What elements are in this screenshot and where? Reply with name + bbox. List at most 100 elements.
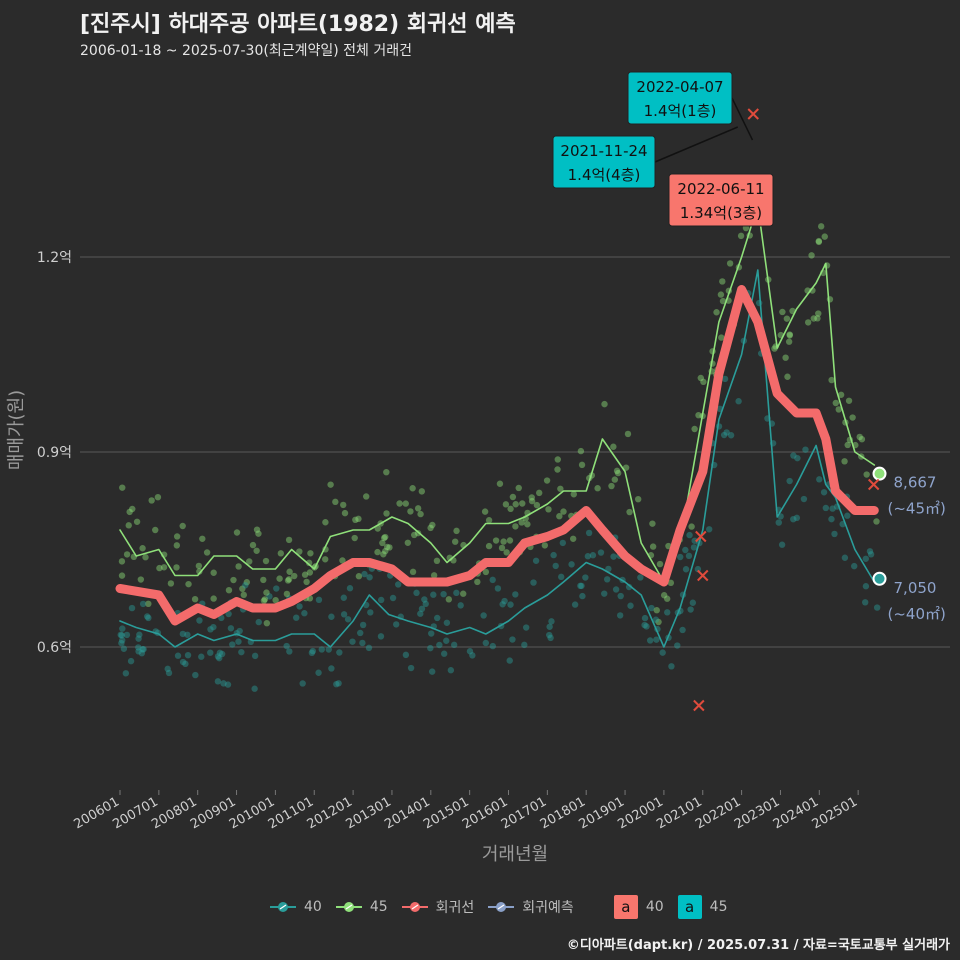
scatter-point (863, 471, 870, 478)
scatter-point (554, 456, 561, 463)
scatter-point (515, 484, 522, 492)
scatter-point (445, 596, 453, 603)
scatter-point (460, 590, 467, 597)
scatter-point (339, 557, 346, 564)
legend-label-key: a 40 (613, 895, 664, 919)
scatter-point (866, 548, 874, 555)
scatter-point (614, 469, 622, 477)
scatter-point (427, 644, 434, 652)
scatter-point (626, 508, 633, 516)
scatter-point (417, 510, 424, 518)
scatter-point (195, 562, 203, 570)
scatter-point (844, 441, 851, 449)
scatter-point (815, 237, 823, 245)
scatter-point (810, 315, 817, 322)
prediction-point-45 (872, 466, 887, 481)
scatter-point (118, 558, 126, 565)
scatter-point (315, 596, 323, 604)
scatter-point (867, 551, 875, 558)
scatter-point (659, 649, 666, 656)
scatter-point (451, 538, 459, 545)
scatter-point (841, 458, 848, 465)
scatter-point (433, 557, 441, 565)
scatter-point (255, 618, 262, 626)
scatter-point (417, 610, 424, 617)
scatter-point (530, 579, 537, 586)
scatter-point (674, 642, 681, 649)
scatter-point (786, 477, 793, 485)
scatter-point (691, 425, 698, 433)
scatter-point (429, 521, 436, 529)
scatter-point (601, 590, 608, 597)
scatter-point (682, 546, 689, 554)
legend-item: 회귀예측 (488, 897, 574, 917)
scatter-point (123, 551, 131, 558)
scatter-point (430, 572, 438, 579)
scatter-point (536, 489, 543, 497)
scatter-point (154, 493, 162, 501)
scatter-point (450, 641, 458, 649)
scatter-point (179, 522, 186, 530)
scatter-point (142, 554, 149, 561)
legend-label: 45 (709, 899, 728, 915)
scatter-point (392, 621, 400, 628)
scatter-point (720, 431, 728, 439)
scatter-point (322, 519, 329, 526)
scatter-point (688, 523, 695, 530)
scatter-point (235, 563, 242, 570)
scatter-point (543, 477, 551, 484)
regression-line (115, 285, 879, 626)
line-point-icon (401, 902, 428, 912)
scatter-point (697, 374, 704, 382)
scatter-point (355, 515, 362, 523)
scatter-point (706, 526, 713, 533)
scatter-point (440, 590, 447, 598)
scatter-point (285, 536, 293, 544)
scatter-point (610, 443, 617, 450)
scatter-point (315, 669, 322, 676)
scatter-point (775, 519, 782, 526)
scatter-point (597, 549, 605, 556)
scatter-point (634, 495, 642, 503)
scatter-point (344, 616, 352, 623)
scatter-point (469, 652, 476, 659)
scatter-point (528, 494, 535, 501)
scatter-point (427, 524, 434, 532)
scatter-point (220, 680, 227, 687)
scatter-point (236, 627, 243, 635)
scatter-point (808, 252, 815, 259)
scatter-point (794, 454, 801, 462)
scatter-point (641, 614, 649, 622)
callout-date: 2022-06-11 (677, 180, 764, 198)
scatter-point (184, 631, 191, 638)
scatter-point (191, 595, 199, 603)
x-axis-title: 거래년월 (482, 844, 548, 865)
scatter-point (624, 430, 632, 438)
scatter-point (260, 576, 267, 584)
legend-box-glyph: a (613, 895, 638, 919)
prediction-area-label: (~45㎡) (888, 500, 946, 518)
scatter-point (240, 591, 247, 599)
scatter-point (547, 634, 554, 642)
callout-leader (731, 97, 754, 141)
scatter-point (521, 641, 528, 649)
scatter-point (617, 592, 624, 600)
scatter-point (218, 650, 226, 658)
scatter-point (800, 495, 808, 503)
scatter-point (148, 497, 155, 504)
scatter-point (545, 506, 552, 513)
scatter-point (383, 543, 391, 551)
scatter-point (173, 533, 181, 540)
scatter-point (503, 549, 510, 556)
scatter-point (601, 400, 608, 408)
scatter-point (466, 648, 474, 655)
scatter-point (779, 308, 786, 316)
scatter-point (500, 538, 507, 545)
scatter-point (225, 610, 232, 618)
scatter-point (407, 664, 415, 672)
scatter-point (119, 625, 126, 632)
callout-date: 2022-04-07 (636, 78, 723, 96)
scatter-point (849, 414, 856, 421)
scatter-point (291, 572, 298, 580)
scatter-point (253, 547, 260, 554)
